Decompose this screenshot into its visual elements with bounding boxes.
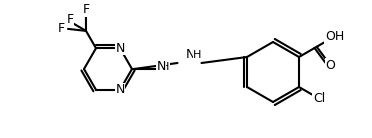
- Text: F: F: [57, 22, 65, 35]
- Text: Cl: Cl: [313, 92, 325, 105]
- Text: N: N: [115, 83, 125, 96]
- Text: O: O: [326, 59, 335, 72]
- Text: N: N: [115, 42, 125, 55]
- Text: H: H: [193, 50, 202, 60]
- Text: F: F: [67, 13, 74, 26]
- Text: OH: OH: [325, 30, 344, 43]
- Text: F: F: [83, 3, 90, 16]
- Text: N: N: [156, 60, 166, 74]
- Text: N: N: [186, 48, 195, 62]
- Text: H: H: [161, 62, 169, 72]
